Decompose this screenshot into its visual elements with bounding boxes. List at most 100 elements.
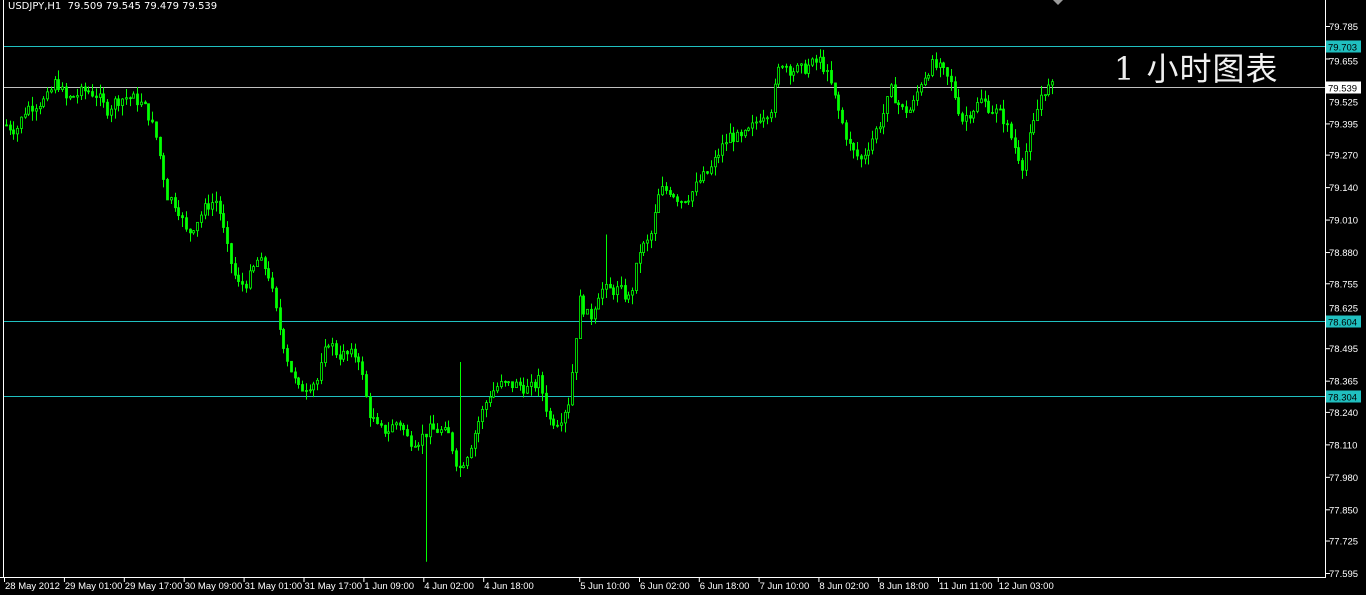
candle xyxy=(732,126,735,152)
candle xyxy=(804,59,807,75)
candle-body xyxy=(646,239,649,244)
candle xyxy=(995,104,998,123)
candle xyxy=(410,430,413,451)
candle xyxy=(586,308,589,315)
candle-body xyxy=(616,286,619,296)
candle xyxy=(159,136,162,160)
candle xyxy=(552,414,555,430)
candle xyxy=(646,234,649,252)
candle-body xyxy=(489,396,492,403)
candle xyxy=(624,278,627,303)
candle xyxy=(211,193,214,216)
candle xyxy=(451,431,454,455)
candle-body xyxy=(125,97,128,100)
candle-body xyxy=(211,202,214,210)
candle xyxy=(879,122,882,133)
candle-body xyxy=(950,75,953,83)
candle xyxy=(792,67,795,82)
candle xyxy=(331,337,334,356)
candle xyxy=(852,142,855,159)
candle xyxy=(256,257,259,267)
candle xyxy=(781,65,784,70)
candle-body xyxy=(42,98,45,107)
candle-body xyxy=(774,83,777,113)
candle xyxy=(740,129,743,143)
time-tick-label: 7 Jun 10:00 xyxy=(760,581,810,592)
candle xyxy=(222,204,225,233)
candle-body xyxy=(624,285,627,300)
candle-body xyxy=(339,354,342,360)
candle-body xyxy=(939,62,942,68)
candle xyxy=(376,413,379,425)
candle xyxy=(114,96,117,119)
candle-body xyxy=(335,343,338,356)
candle xyxy=(309,384,312,394)
candle-body xyxy=(1002,108,1005,125)
candle-body xyxy=(72,95,75,98)
candle-body xyxy=(567,404,570,413)
candle xyxy=(12,121,15,140)
candle-body xyxy=(192,230,195,234)
candle-body xyxy=(556,424,559,427)
candle xyxy=(537,368,540,397)
candle xyxy=(136,86,139,112)
candle xyxy=(695,172,698,196)
candle xyxy=(631,287,634,305)
candle-body xyxy=(230,243,233,264)
candle-body xyxy=(635,262,638,291)
candle xyxy=(530,374,533,396)
candle xyxy=(575,338,578,381)
candle-body xyxy=(590,308,593,320)
level-label: 78.604 xyxy=(1328,318,1357,329)
candle-body xyxy=(466,457,469,467)
time-tick-label: 6 Jun 18:00 xyxy=(700,581,750,592)
candle-body xyxy=(601,288,604,299)
time-tick-label: 8 Jun 18:00 xyxy=(879,581,929,592)
candle xyxy=(144,100,147,105)
time-tick-label: 31 May 01:00 xyxy=(245,581,303,592)
candle xyxy=(665,182,668,195)
candle xyxy=(39,102,42,115)
candle-body xyxy=(279,307,282,330)
candle xyxy=(106,98,109,119)
candle xyxy=(819,49,822,70)
candle xyxy=(140,93,143,108)
candle xyxy=(316,378,319,391)
candle xyxy=(42,96,45,109)
candle-body xyxy=(432,423,435,430)
candle xyxy=(54,76,57,94)
candle-body xyxy=(444,427,447,431)
price-tick-label: 78.625 xyxy=(1329,304,1358,315)
candle xyxy=(811,57,814,67)
candle-body xyxy=(485,402,488,410)
candle xyxy=(402,423,405,436)
candle-body xyxy=(627,294,630,300)
candle-body xyxy=(421,433,424,446)
candle-body xyxy=(965,115,968,122)
candle xyxy=(650,230,653,249)
candle xyxy=(657,188,660,214)
candle-body xyxy=(654,212,657,234)
candle-body xyxy=(916,91,919,101)
candle-body xyxy=(515,381,518,389)
candle xyxy=(721,134,724,163)
candle-body xyxy=(129,97,132,100)
candle-body xyxy=(492,390,495,398)
candle-body xyxy=(852,143,855,151)
candle xyxy=(241,272,244,292)
candle-body xyxy=(170,197,173,201)
candle-body xyxy=(657,194,660,213)
candle-body xyxy=(995,108,998,114)
candle-body xyxy=(672,194,675,198)
chart-shift-marker-icon[interactable] xyxy=(1053,0,1063,5)
price-tick-label: 77.980 xyxy=(1329,473,1358,484)
candle xyxy=(485,400,488,418)
candle-body xyxy=(1044,94,1047,97)
candle-body xyxy=(151,119,154,123)
symbol-label: USDJPY,H1 xyxy=(8,1,62,12)
candle-body xyxy=(620,285,623,288)
candle-body xyxy=(12,129,15,135)
candle-body xyxy=(87,90,90,93)
